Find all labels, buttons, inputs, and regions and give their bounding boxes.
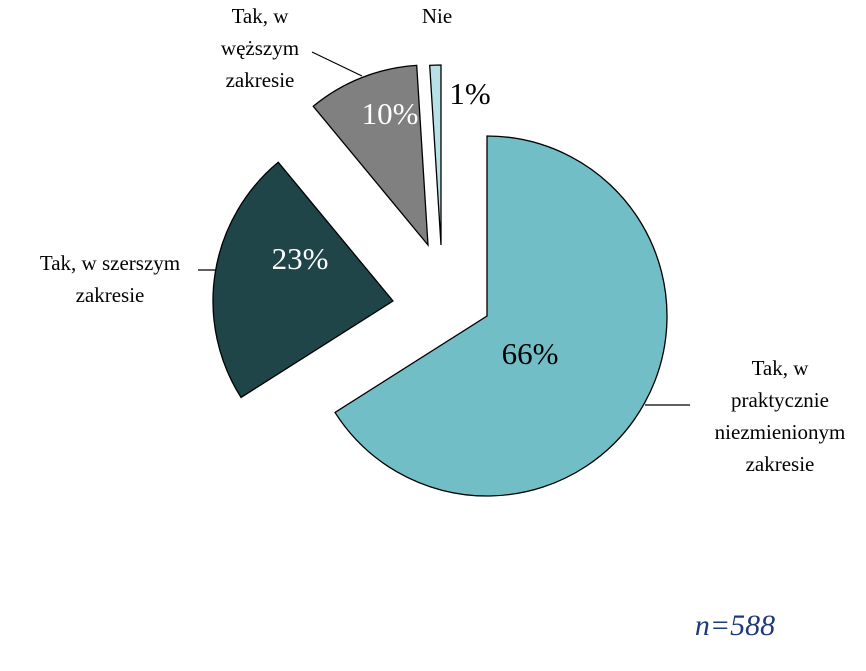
data-label: 10% xyxy=(362,96,419,131)
data-label: 66% xyxy=(502,336,559,371)
category-label: Tak, w szerszym zakresie xyxy=(40,251,180,307)
sample-size: n=588 xyxy=(695,609,775,642)
pie-slice xyxy=(212,161,394,399)
pie-slice xyxy=(312,64,429,247)
category-label: Tak, w praktycznie niezmienionym zakresie xyxy=(715,356,846,476)
data-label: 23% xyxy=(272,241,329,276)
leader-line xyxy=(311,51,363,77)
pie-slice xyxy=(429,64,442,246)
category-label: Nie xyxy=(422,4,452,28)
data-label: 1% xyxy=(449,76,490,111)
category-label: Tak, w węższym zakresie xyxy=(221,4,299,92)
pie-slice xyxy=(334,135,668,497)
